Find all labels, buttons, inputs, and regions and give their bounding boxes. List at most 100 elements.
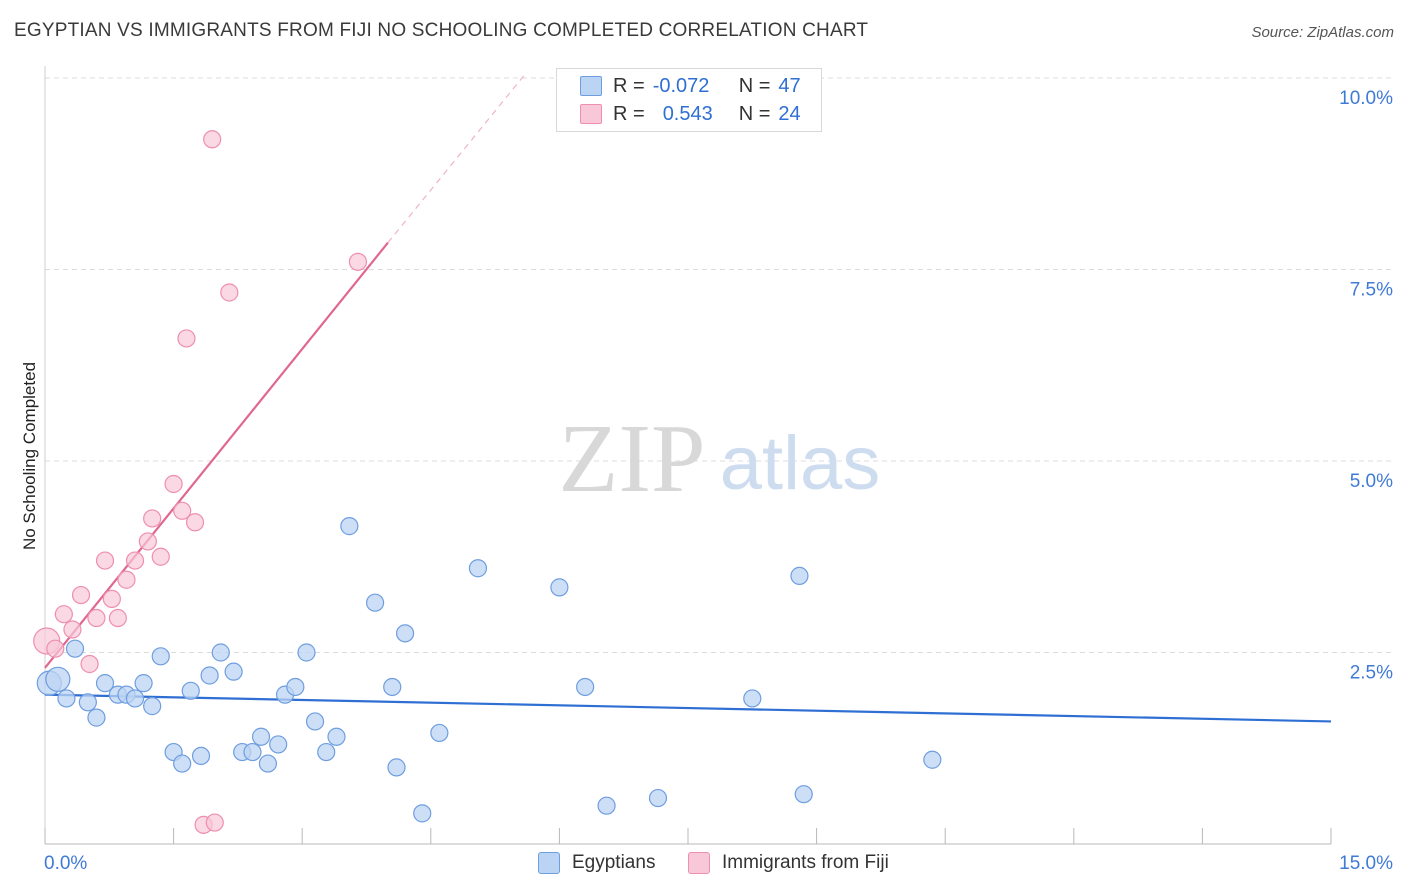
egyptians-point [327,727,346,746]
egyptians-point [550,578,569,597]
fiji-point [54,605,73,624]
egyptians-point [258,754,278,773]
legend-item-fiji[interactable]: Immigrants from Fiji [688,852,889,874]
fiji-point [205,813,224,832]
x-tick-label: 15.0% [1339,853,1393,874]
egyptians-point [87,708,106,727]
egyptians-point [211,643,230,662]
egyptians-point [923,750,942,769]
egyptians-point [387,758,406,777]
fiji-point [108,608,127,628]
y-tick-label: 5.0% [1350,471,1393,492]
n-value: 24 [778,102,801,125]
egyptians-point [224,662,243,681]
grid-lines [45,77,1392,653]
fiji-point [164,474,183,494]
egyptians-point [65,639,85,658]
egyptians-point [365,593,385,612]
egyptians-point [317,742,336,762]
egyptians-point [191,746,211,766]
fiji-swatch [580,104,602,124]
egyptians-point [151,647,170,666]
egyptians-point [269,735,288,754]
data-points [33,130,942,834]
fiji-point [177,329,196,348]
tick-labels: 2.5% 5.0% 7.5% 10.0% 0.0% 15.0% [44,88,1393,874]
fiji-point [63,620,82,639]
egyptians-point [395,624,415,643]
fiji-point [220,283,239,302]
legend-item-egyptians[interactable]: Egyptians [538,852,655,874]
fiji-legend-swatch [688,852,710,874]
fiji-point [185,513,205,532]
n-label: N = [738,74,771,97]
n-label: N = [738,102,771,125]
fiji-point [80,654,99,674]
fiji-point [138,532,157,551]
egyptians-point [340,517,359,536]
y-tick-label: 2.5% [1350,663,1393,684]
r-value: 0.543 [662,102,713,125]
egyptians-point [243,742,262,762]
egyptians-point [430,723,449,743]
egyptians-point [134,674,153,693]
fiji-point [125,551,145,570]
egyptians-swatch [580,76,602,96]
trend-lines [44,73,1332,723]
egyptians-point [413,804,432,823]
legend-row-egyptians: R = -0.072 N = 47 [580,73,801,99]
egyptians-point [78,693,97,712]
fiji-point [203,130,222,149]
n-value: 47 [778,74,801,97]
legend-row-fiji: R = 0.543 N = 24 [580,101,801,127]
chart-title: EGYPTIAN VS IMMIGRANTS FROM FIJI NO SCHO… [14,20,869,41]
watermark-zip: ZIP [559,405,706,513]
source-label: Source: ZipAtlas.com [1251,24,1394,41]
fiji-point [143,509,162,528]
series-legend: Egyptians Immigrants from Fiji [0,852,1406,878]
egyptians-point [251,727,271,746]
x-tick-label: 0.0% [44,853,87,874]
egyptians-legend-swatch [538,852,560,874]
egyptians-point [305,712,325,731]
y-tick-label: 10.0% [1339,88,1393,109]
fiji-point [102,589,121,608]
fiji-point [87,608,106,628]
egyptians-point [173,754,192,773]
egyptians-point [383,677,402,697]
egyptians-point [468,559,488,578]
r-label: R = [613,74,645,97]
correlation-legend: R = -0.072 N = 47 R = 0.543 N = 24 [556,68,822,132]
egyptians-point [648,788,668,808]
egyptians-point [45,666,71,692]
fiji-point [117,570,136,589]
egyptians-point [286,677,305,697]
egyptians-point [125,689,145,708]
egyptians-point [95,674,115,693]
egyptians-point [790,566,809,586]
watermark-atlas: atlas [720,421,881,506]
egyptians-trend-line [44,693,1332,723]
egyptians-point [57,689,76,708]
egyptians-point [597,796,616,815]
y-tick-label: 7.5% [1350,280,1393,301]
r-label: R = [613,102,645,125]
fiji-point [46,639,65,658]
legend-label-fiji: Immigrants from Fiji [722,852,889,873]
watermark: ZIP atlas [559,405,881,513]
fiji-point [348,252,368,271]
fiji-trend-line [44,241,389,669]
fiji-point [95,551,115,570]
egyptians-point [143,697,162,716]
fiji-point [71,585,91,605]
egyptians-point [181,681,200,700]
egyptians-point [576,677,595,697]
fiji-point [173,501,192,520]
r-value: -0.072 [652,74,710,97]
legend-label-egyptians: Egyptians [572,852,656,873]
egyptians-point [794,785,813,804]
egyptians-point [297,643,316,662]
egyptians-point [743,689,762,708]
y-axis-label: No Schooling Completed [20,361,39,551]
